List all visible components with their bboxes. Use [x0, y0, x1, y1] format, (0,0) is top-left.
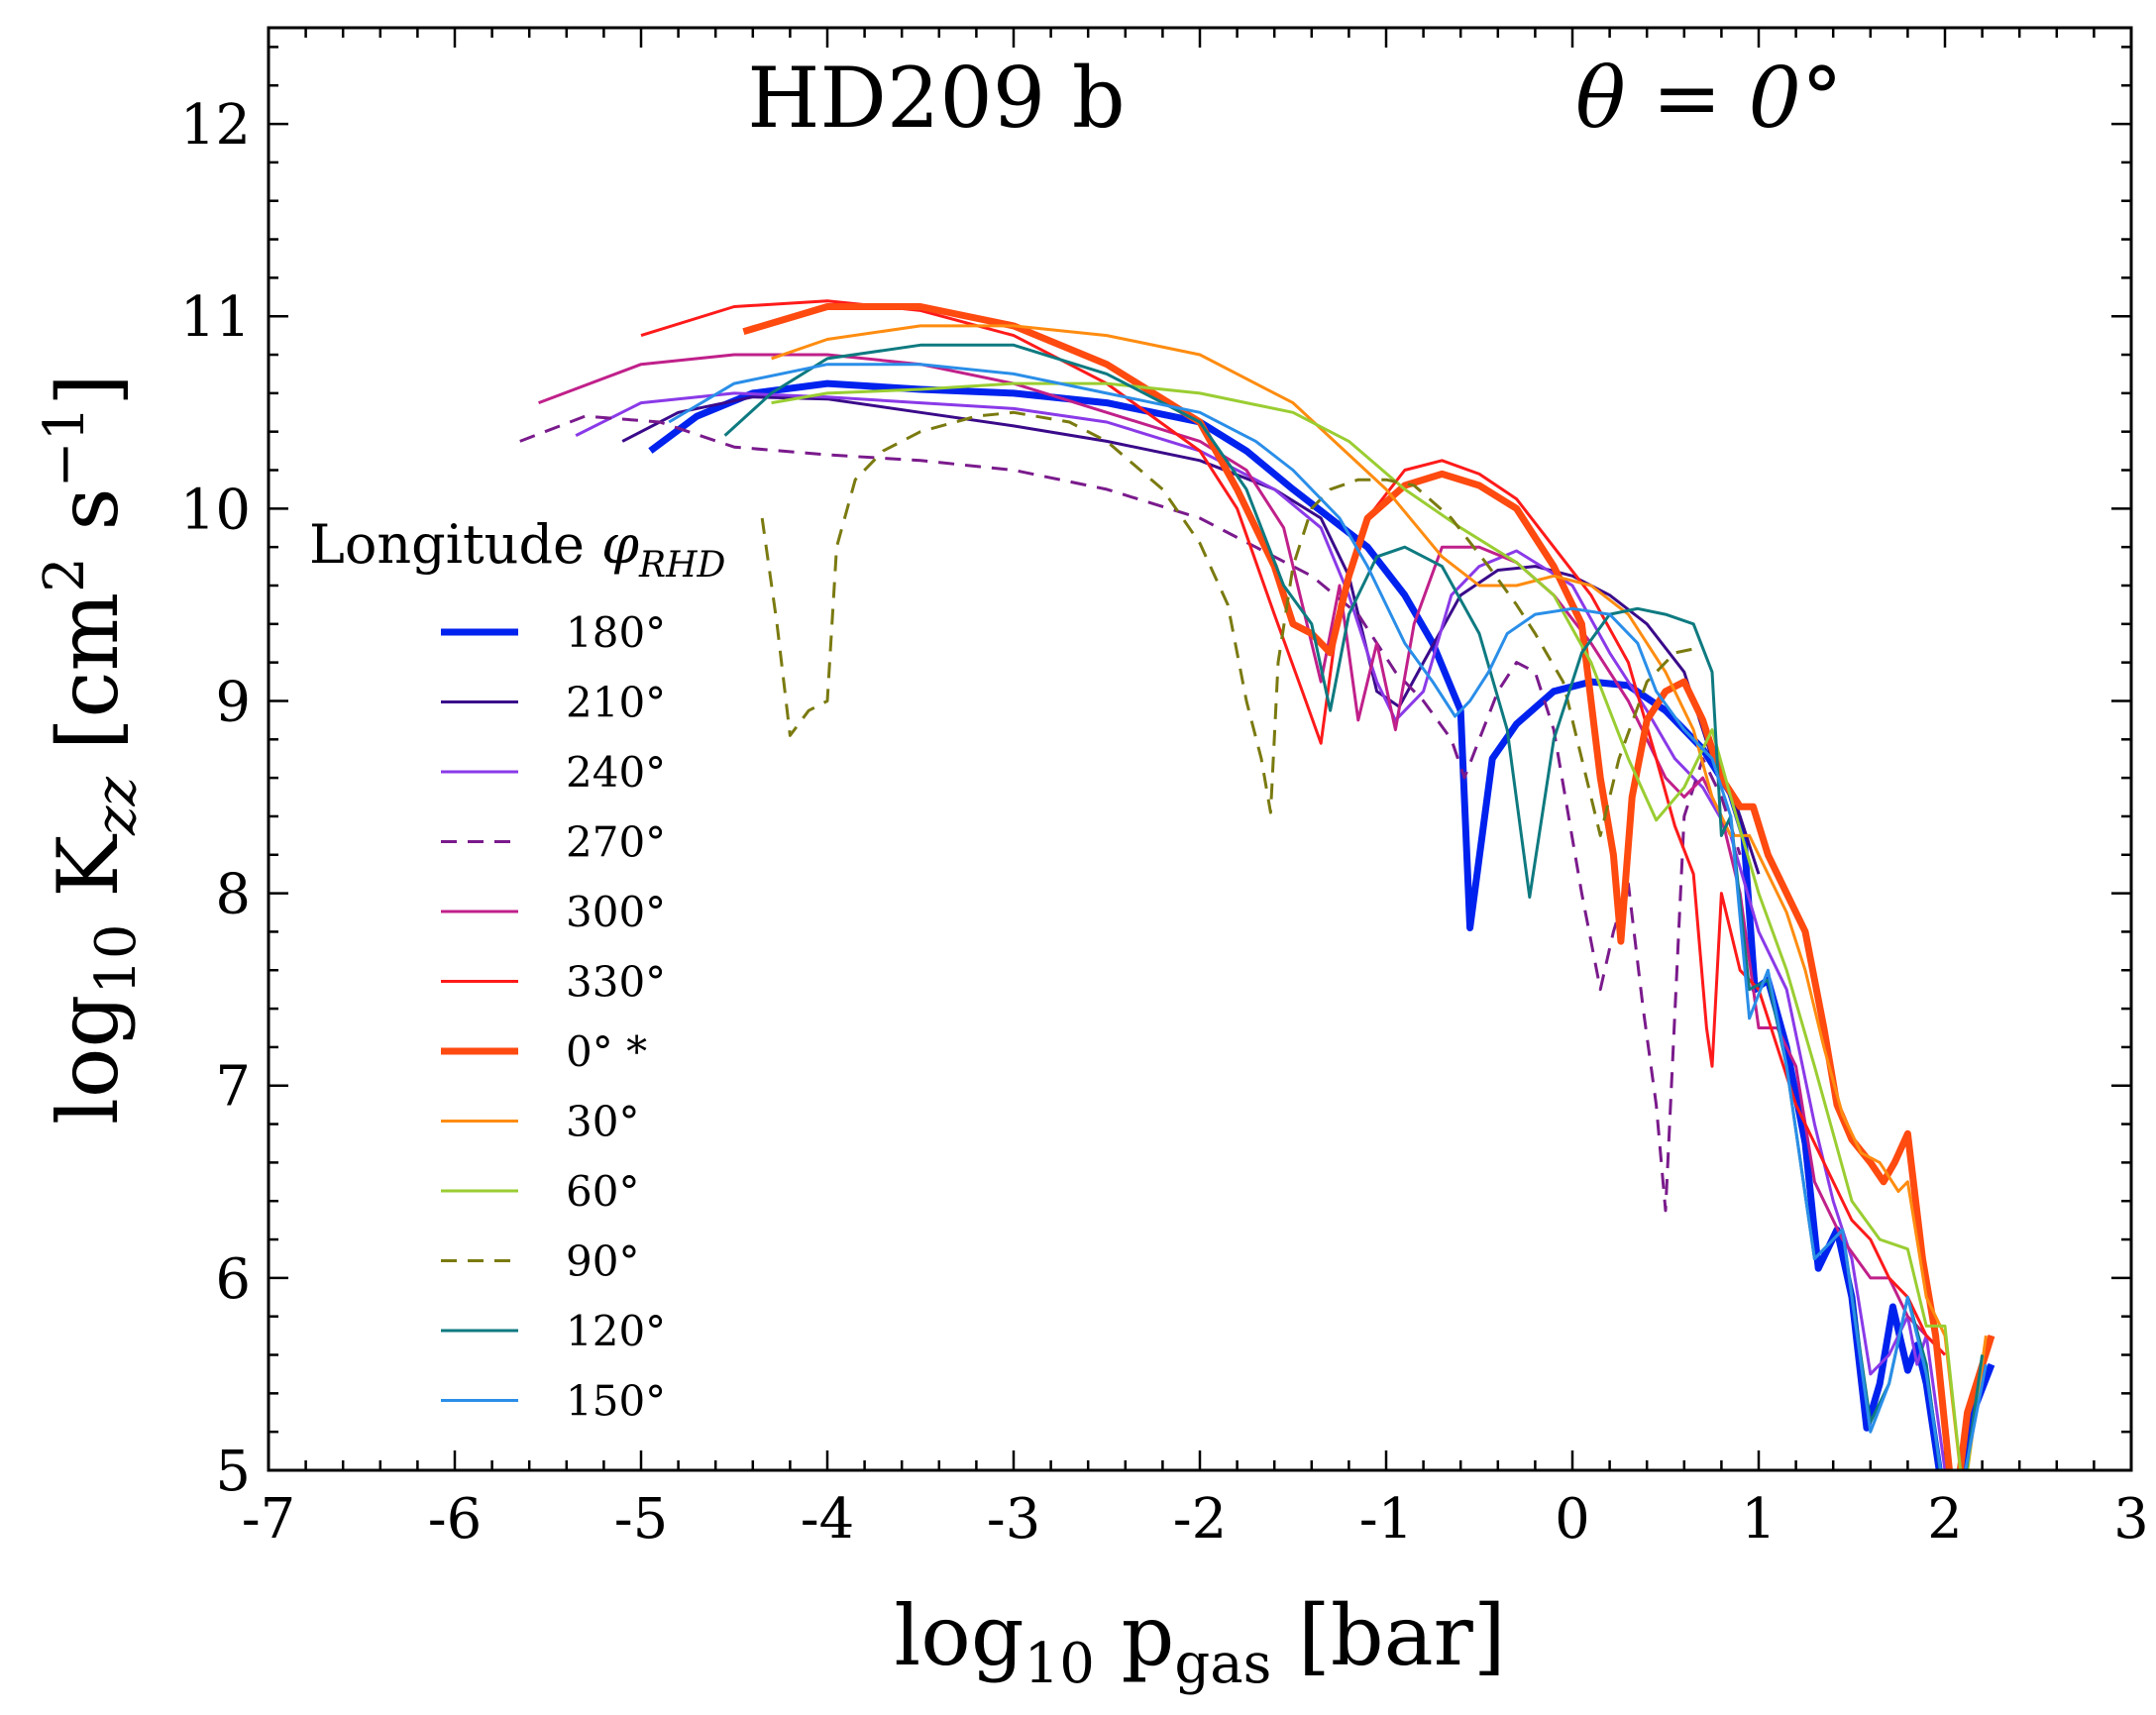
x-axis-label-unit: [bar]: [1271, 1587, 1505, 1684]
y-axis-label-unit-mid: s: [40, 487, 137, 557]
legend-label: 330°: [566, 958, 666, 1007]
legend-label: 60°: [566, 1167, 639, 1216]
legend-label: 90°: [566, 1237, 639, 1286]
y-tick-labels: 5 6 7 8 9 10 11 12: [180, 93, 251, 1504]
x-axis-label: log10 pgas [bar]: [894, 1587, 1505, 1696]
chart-title-left: HD209 b: [747, 50, 1125, 147]
legend: Longitude φRHD 180° 210° 240° 270° 300° 330° 0…: [309, 513, 725, 1426]
legend-label: 150°: [566, 1377, 666, 1426]
x-tick-label: 0: [1555, 1487, 1590, 1552]
legend-title: Longitude φRHD: [309, 513, 725, 586]
x-axis-label-p: p: [1095, 1587, 1174, 1684]
y-axis-label-k-sub: zz: [84, 777, 149, 837]
legend-label: 30°: [566, 1098, 639, 1146]
x-tick-label: 3: [2113, 1487, 2149, 1552]
y-tick-label: 5: [215, 1440, 251, 1504]
x-axis-label-p-sub: gas: [1174, 1632, 1271, 1696]
y-tick-label: 10: [180, 478, 251, 542]
plot-frame: [267, 26, 2133, 1472]
legend-label: 120°: [566, 1307, 666, 1355]
y-axis-label-sup-1: 2: [33, 557, 97, 592]
y-axis-label-log-sub: 10: [84, 923, 149, 994]
x-tick-label: 1: [1741, 1487, 1777, 1552]
legend-label: 0° *: [566, 1027, 647, 1076]
series-line: [771, 381, 1985, 1470]
series-line: [648, 379, 1995, 1470]
series-line: [575, 391, 1947, 1470]
y-tick-label: 11: [180, 285, 251, 350]
x-axis-label-log: log: [894, 1587, 1024, 1684]
y-axis-label-k: K: [40, 833, 137, 924]
y-axis-label-log: log: [40, 995, 137, 1125]
series-layer: [519, 299, 1995, 1470]
series-line: [538, 353, 1947, 1356]
y-tick-label: 12: [180, 93, 251, 158]
y-tick-label: 6: [215, 1247, 251, 1312]
x-tick-label: -3: [987, 1487, 1041, 1552]
legend-label: 210°: [566, 679, 666, 727]
y-tick-label: 9: [215, 670, 251, 734]
series-line: [760, 410, 1703, 837]
y-axis-label-unit-open: [cm: [40, 592, 137, 777]
series-line: [668, 363, 1988, 1470]
legend-label: 240°: [566, 748, 666, 797]
legend-label: 300°: [566, 888, 666, 936]
x-tick-label: -1: [1359, 1487, 1414, 1552]
x-tick-label: -7: [242, 1487, 296, 1552]
series-line: [742, 303, 1995, 1470]
y-axis-label: log10 Kzz [cm2 s−1]: [33, 374, 149, 1125]
x-tick-label: -4: [801, 1487, 855, 1552]
x-axis-label-log-sub: 10: [1024, 1632, 1095, 1696]
y-tick-label: 8: [215, 863, 251, 927]
x-tick-label: -2: [1173, 1487, 1228, 1552]
series-line: [519, 414, 1742, 1213]
legend-label: 270°: [566, 818, 666, 867]
x-tick-label: -5: [614, 1487, 669, 1552]
series-line: [771, 324, 1988, 1470]
legend-title-phi: φ: [601, 513, 639, 576]
y-axis-label-unit-close: ]: [40, 374, 137, 406]
legend-title-sub: RHD: [638, 545, 726, 586]
chart-title-right: θ = 0°: [1575, 50, 1843, 147]
y-tick-label: 7: [215, 1055, 251, 1120]
x-tick-label: 2: [1927, 1487, 1963, 1552]
series-line: [640, 299, 1947, 1356]
y-axis-label-sup-2: −1: [33, 406, 97, 488]
legend-title-text: Longitude: [309, 513, 601, 576]
legend-entries: 180° 210° 240° 270° 300° 330° 0° * 30° 60° 90° 120…: [441, 608, 666, 1426]
x-tick-labels: -7 -6 -5 -4 -3 -2 -1 0 1 2 3: [242, 1487, 2149, 1552]
x-tick-label: -6: [428, 1487, 483, 1552]
legend-label: 180°: [566, 608, 666, 657]
